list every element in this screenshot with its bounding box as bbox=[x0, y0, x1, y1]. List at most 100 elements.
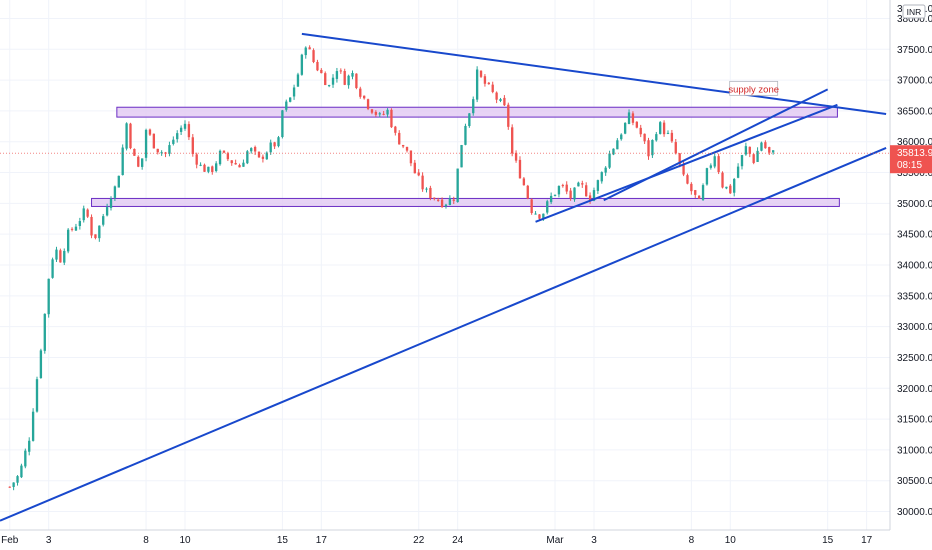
candle-body bbox=[230, 160, 233, 164]
candle-body bbox=[433, 197, 436, 199]
candle-body bbox=[612, 148, 615, 155]
trendlines bbox=[0, 32, 887, 522]
y-axis[interactable]: 30000.00 30500.00 31000.00 31500.00 32000.00… bbox=[890, 4, 932, 518]
candle-body bbox=[386, 109, 389, 115]
candle-body bbox=[503, 97, 506, 106]
x-tick-label: 10 bbox=[179, 535, 191, 546]
labels: supply zone bbox=[728, 80, 779, 96]
candle-body bbox=[659, 122, 662, 134]
x-tick-label: Feb bbox=[1, 535, 19, 546]
candle-body bbox=[635, 121, 638, 128]
candle-body bbox=[748, 146, 751, 154]
candle-body bbox=[507, 104, 510, 127]
candle-body bbox=[592, 190, 596, 201]
x-tick-label: 24 bbox=[452, 535, 464, 546]
candle-body bbox=[121, 147, 124, 176]
candle-body bbox=[359, 88, 362, 97]
candle-body bbox=[511, 127, 514, 154]
candle-body bbox=[518, 159, 522, 179]
y-tick-label: 36500.00 bbox=[897, 106, 932, 117]
candle-body bbox=[475, 69, 479, 100]
candle-body bbox=[736, 166, 740, 178]
candle-body bbox=[234, 163, 237, 165]
currency-label: INR bbox=[907, 7, 922, 17]
candle-body bbox=[133, 148, 136, 156]
y-tick-label: 30500.00 bbox=[897, 476, 932, 487]
candle-body bbox=[90, 216, 93, 236]
candle-body bbox=[335, 71, 339, 79]
candle-body bbox=[585, 185, 588, 197]
currency-badge bbox=[902, 4, 926, 19]
x-axis[interactable]: Feb 3 8 10 15 17 22 24 Mar 3 8 10 15 17 bbox=[1, 535, 873, 546]
candle-body bbox=[199, 164, 202, 166]
candle-body bbox=[444, 204, 448, 206]
candle-body bbox=[643, 133, 646, 142]
candle-body bbox=[413, 162, 416, 174]
candle-body bbox=[522, 178, 526, 186]
price-axis-background bbox=[890, 0, 932, 530]
candle-body bbox=[35, 379, 39, 412]
candle-body bbox=[55, 249, 58, 260]
grid bbox=[0, 0, 890, 530]
candle-body bbox=[215, 163, 218, 171]
candle-body bbox=[370, 109, 374, 113]
candle-body bbox=[343, 70, 346, 85]
annotation-box bbox=[729, 80, 779, 96]
candle-body bbox=[63, 250, 66, 263]
candles bbox=[8, 45, 775, 491]
x-tick-label: Mar bbox=[546, 535, 564, 546]
x-tick-label: 8 bbox=[143, 535, 149, 546]
candle-body bbox=[257, 151, 261, 158]
candle-body bbox=[483, 76, 487, 84]
candle-body bbox=[289, 97, 292, 102]
candle-body bbox=[542, 213, 545, 219]
candle-body bbox=[390, 109, 393, 128]
candle-body bbox=[242, 162, 245, 167]
candle-body bbox=[148, 129, 152, 135]
candle-body bbox=[701, 185, 705, 200]
zone-rect bbox=[91, 197, 840, 207]
candle-body bbox=[265, 152, 268, 160]
candle-body bbox=[549, 195, 553, 203]
candle-body bbox=[596, 180, 600, 191]
candle-body bbox=[565, 184, 568, 192]
candle-body bbox=[168, 145, 171, 154]
candle-body bbox=[553, 194, 557, 196]
candle-body bbox=[623, 122, 627, 134]
candle-body bbox=[686, 175, 689, 184]
candle-body bbox=[405, 146, 409, 151]
candle-body bbox=[440, 199, 444, 208]
candle-body bbox=[733, 178, 736, 193]
candle-body bbox=[662, 122, 666, 135]
candle-body bbox=[717, 156, 720, 173]
candle-body bbox=[495, 92, 498, 100]
candle-body bbox=[429, 187, 432, 198]
candle-body bbox=[12, 482, 15, 487]
candle-body bbox=[160, 152, 163, 154]
trendline bbox=[535, 103, 838, 223]
y-tick-label: 34500.00 bbox=[897, 230, 932, 241]
candle-body bbox=[600, 172, 603, 182]
candle-body bbox=[320, 69, 323, 74]
time-axis-background bbox=[0, 530, 932, 550]
last-price-value: 35813.95 bbox=[897, 148, 932, 159]
candle-body bbox=[666, 132, 670, 134]
candle-body bbox=[729, 185, 732, 194]
candle-body bbox=[577, 182, 580, 187]
candle-body bbox=[534, 213, 537, 215]
y-tick-label: 31500.00 bbox=[897, 415, 932, 426]
x-tick-label: 8 bbox=[689, 535, 695, 546]
candle-body bbox=[250, 148, 253, 152]
candle-body bbox=[425, 188, 428, 190]
candle-body bbox=[756, 150, 759, 162]
candle-body bbox=[771, 150, 775, 153]
candle-body bbox=[725, 186, 728, 189]
candle-body bbox=[113, 186, 117, 198]
candle-body bbox=[140, 158, 144, 167]
candle-body bbox=[713, 156, 716, 167]
candle-body bbox=[764, 142, 767, 149]
candle-body bbox=[682, 164, 685, 175]
candle-body bbox=[94, 234, 97, 239]
candle-body bbox=[273, 142, 276, 147]
